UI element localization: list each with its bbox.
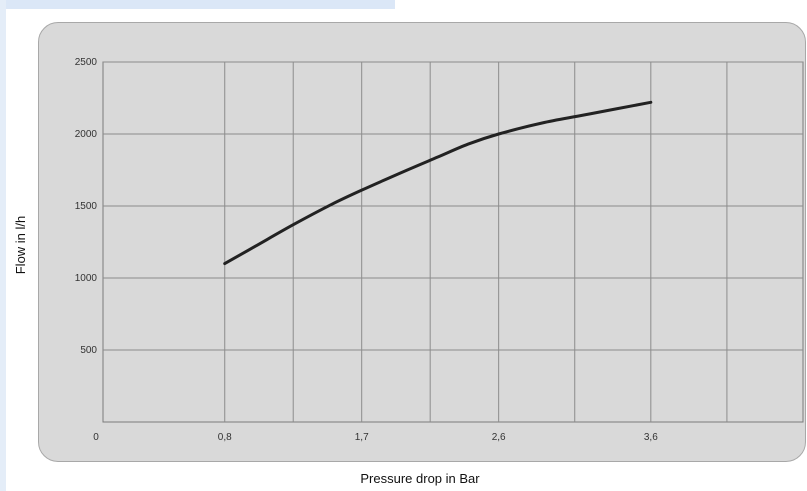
x-tick-label: 0,8 — [218, 432, 232, 443]
y-tick-label: 1000 — [75, 273, 98, 284]
y-axis-title: Flow in l/h — [13, 216, 28, 275]
y-tick-label: 2500 — [75, 57, 98, 68]
y-tick-label: 2000 — [75, 129, 98, 140]
x-axis-title: Pressure drop in Bar — [360, 471, 480, 486]
x-tick-label: 1,7 — [355, 432, 369, 443]
y-tick-label: 500 — [80, 345, 97, 356]
x-tick-label: 3,6 — [644, 432, 658, 443]
left-border-strip — [0, 0, 6, 491]
x-axis-ticks: 0,8 1,7 2,6 3,6 — [218, 432, 658, 443]
y-axis-ticks: 500 1000 1500 2000 2500 — [75, 57, 98, 356]
plot-area — [102, 61, 804, 423]
origin-label: 0 — [93, 432, 99, 443]
vertical-gridlines — [224, 62, 728, 422]
horizontal-gridlines — [103, 61, 803, 351]
series-layer — [223, 100, 653, 266]
series-line — [223, 100, 653, 266]
x-tick-label: 2,6 — [492, 432, 506, 443]
y-tick-label: 1500 — [75, 201, 98, 212]
header-strip — [0, 0, 395, 9]
